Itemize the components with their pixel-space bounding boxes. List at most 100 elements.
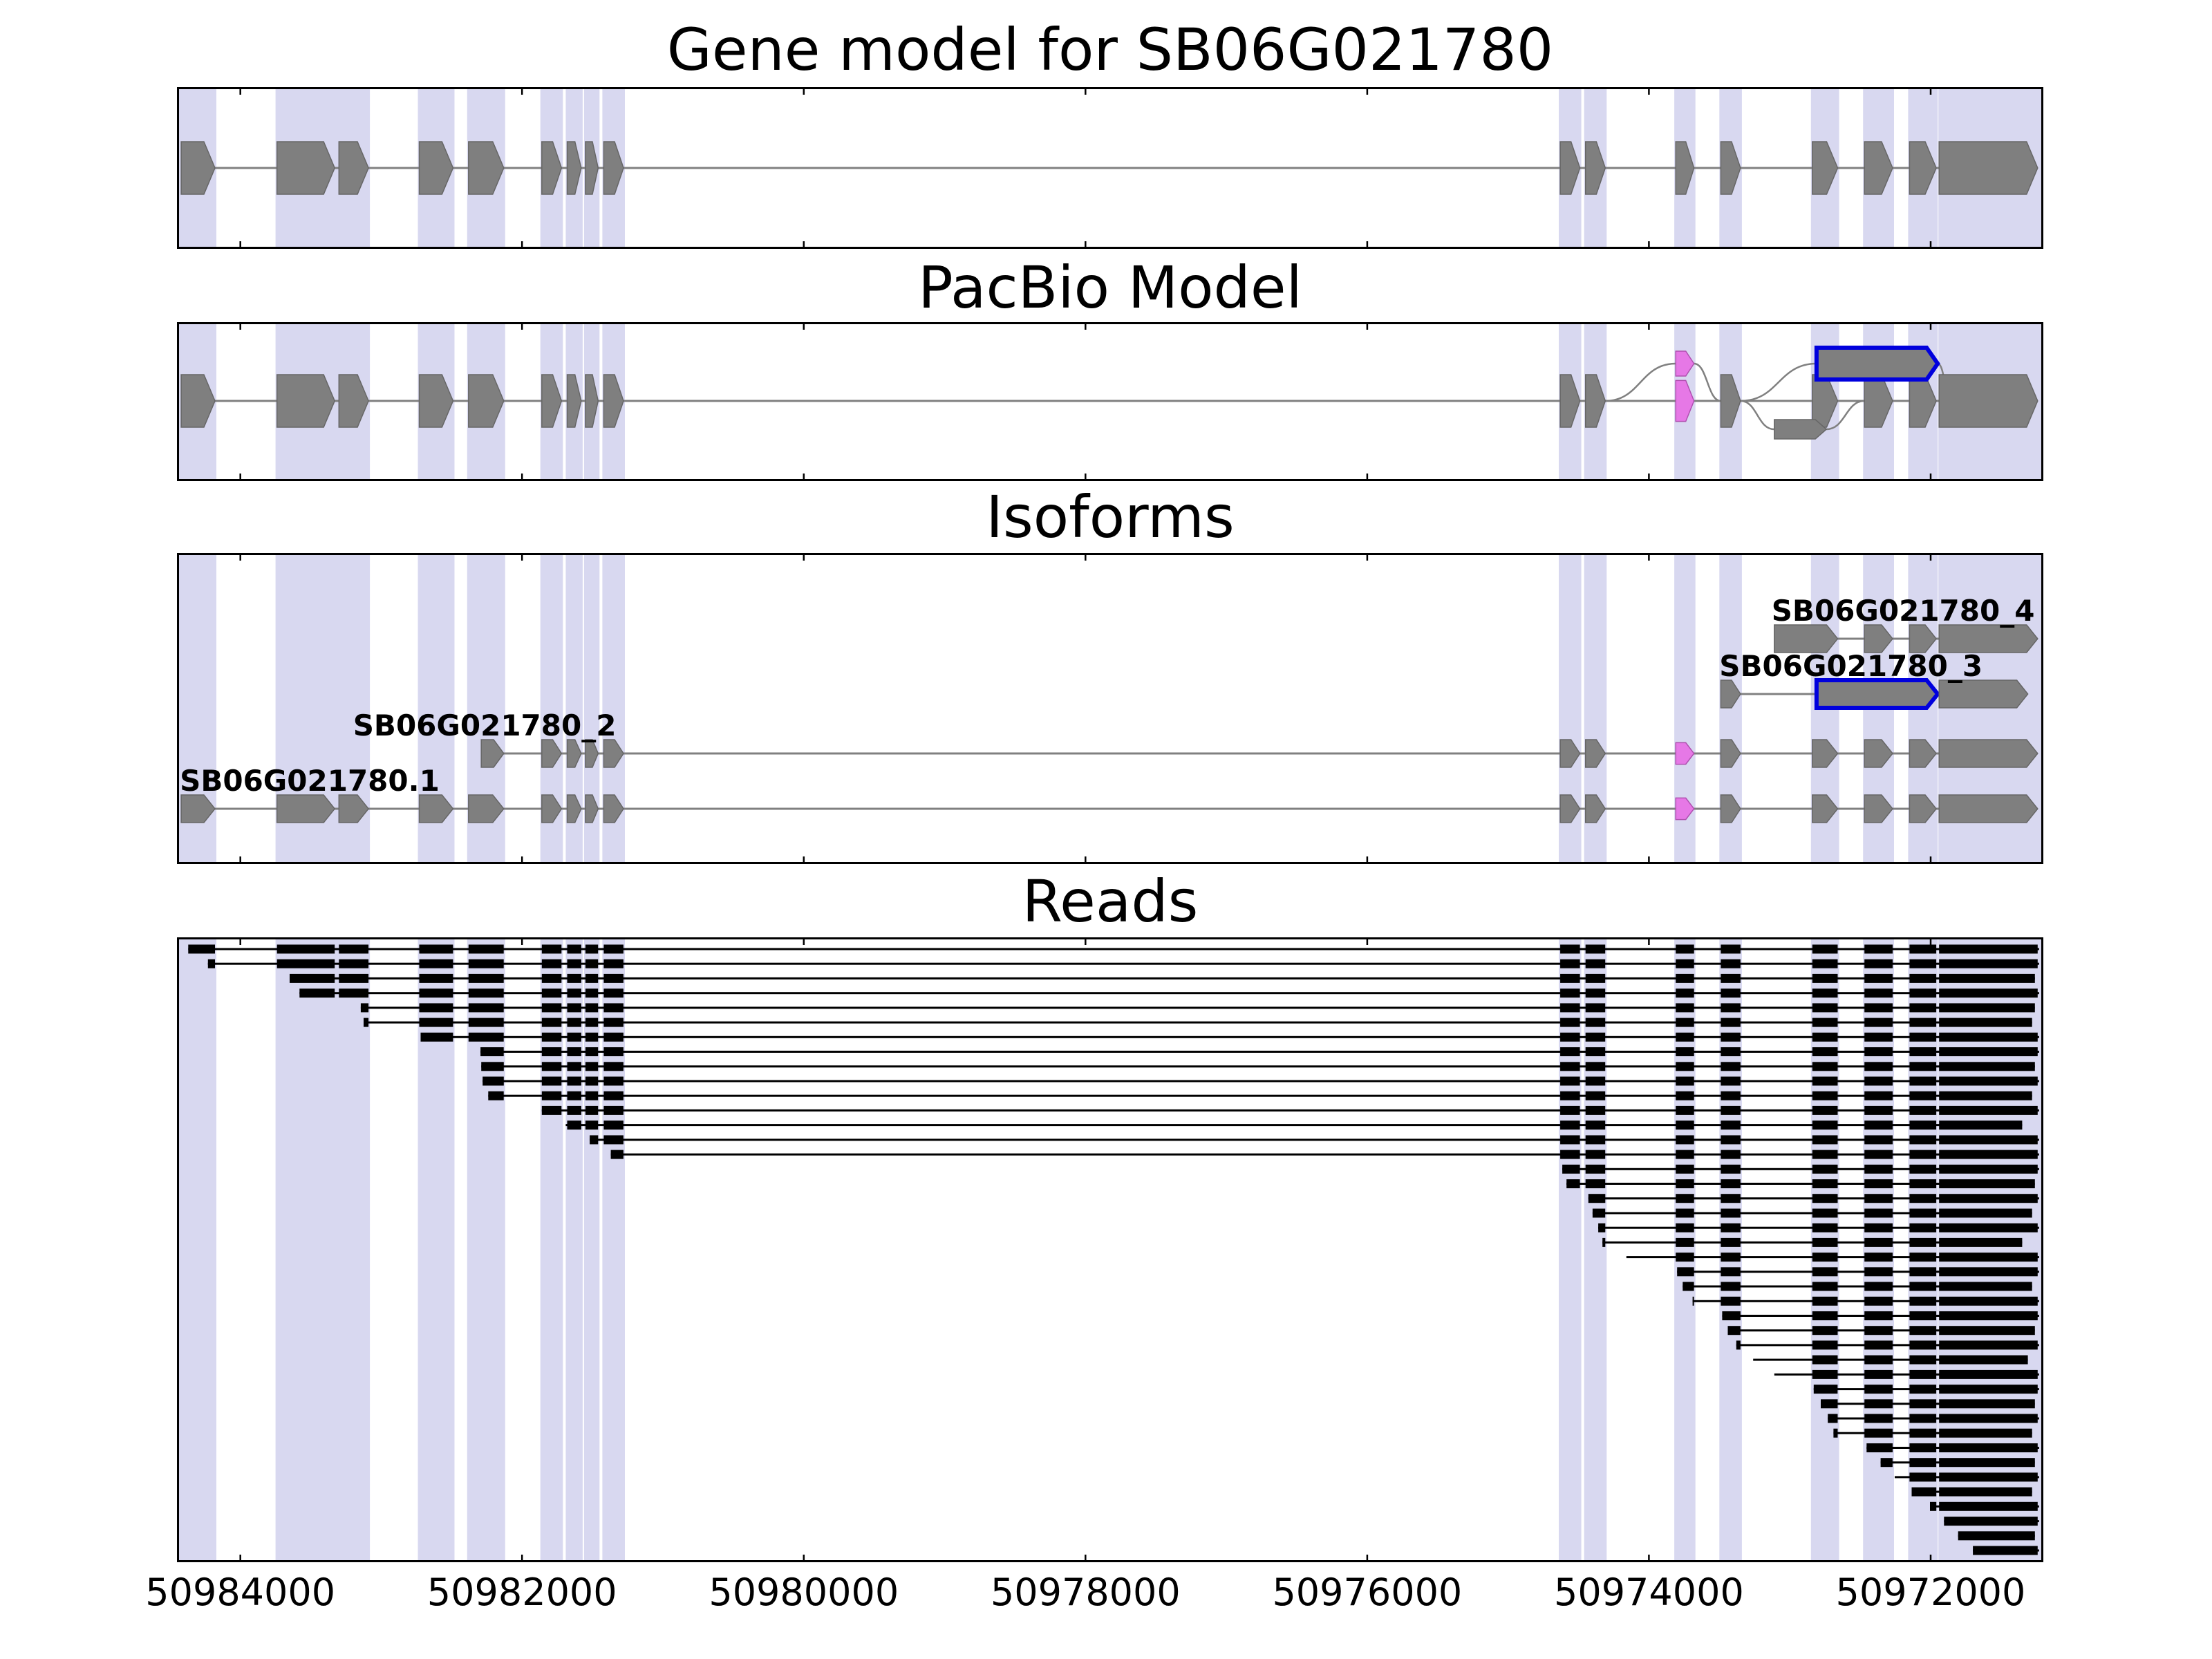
read-exon xyxy=(1864,1047,1893,1056)
x-axis-tick-label: 50974000 xyxy=(1553,1571,1744,1614)
read-exon xyxy=(1585,1091,1606,1100)
read-exon xyxy=(1909,1047,1937,1056)
read-exon xyxy=(1736,1340,1741,1350)
read-exon xyxy=(1676,1223,1694,1232)
read-exon xyxy=(603,1003,624,1013)
read-exon xyxy=(1812,1267,1838,1277)
pacbio-exon xyxy=(585,374,599,428)
read-exon xyxy=(1812,959,1838,968)
read-exon xyxy=(1560,1062,1580,1071)
read-exon xyxy=(1833,1428,1838,1438)
read-exon xyxy=(1560,1032,1580,1042)
read-exon xyxy=(1939,1208,2032,1218)
isoform-exon xyxy=(1864,739,1893,768)
read-exon xyxy=(1909,1311,1937,1320)
gene-exon xyxy=(566,141,582,195)
pacbio-exon xyxy=(180,374,216,428)
read-exon xyxy=(339,973,369,983)
read-exon xyxy=(1560,959,1580,968)
read-exon xyxy=(1813,1385,1838,1394)
read-exon xyxy=(1909,1428,1937,1438)
read-exon xyxy=(1721,1032,1741,1042)
isoform-exon xyxy=(1938,624,2038,653)
read-exon xyxy=(468,1018,504,1027)
read-exon xyxy=(1812,1326,1838,1335)
read-exon xyxy=(603,1076,624,1086)
read-exon xyxy=(1939,1135,2038,1145)
read-exon xyxy=(1864,1032,1893,1042)
gene-exon xyxy=(418,141,454,195)
read-exon xyxy=(1939,1267,2038,1277)
read-exon xyxy=(603,1062,624,1071)
splice-arc xyxy=(1740,362,1817,402)
read-exon xyxy=(468,1032,504,1042)
read-exon xyxy=(1864,1135,1893,1145)
read-exon xyxy=(1721,1237,1741,1247)
read-exon xyxy=(1721,1076,1741,1086)
read-exon xyxy=(567,1047,581,1056)
read-exon xyxy=(1939,1472,2038,1482)
gene-model-panel xyxy=(177,87,2043,249)
read-exon xyxy=(1864,1267,1893,1277)
read-exon xyxy=(1909,1414,1937,1423)
read-exon xyxy=(541,944,562,954)
read-exon xyxy=(1721,1135,1741,1145)
read-exon xyxy=(1588,1194,1606,1203)
isoform-label: SB06G021780_2 xyxy=(353,709,617,742)
isoform-exon xyxy=(1720,679,1741,709)
read-exon xyxy=(585,1032,599,1042)
isoform-exon xyxy=(1864,794,1893,823)
read-exon xyxy=(1585,959,1606,968)
highlight-region xyxy=(1863,937,1894,1562)
read-exon xyxy=(468,988,504,998)
read-exon xyxy=(1864,1150,1893,1159)
read-exon xyxy=(1909,1032,1937,1042)
read-exon xyxy=(1909,1062,1937,1071)
read-exon xyxy=(1909,1385,1937,1394)
read-exon xyxy=(1812,1369,1838,1379)
read-exon xyxy=(339,944,369,954)
read-exon xyxy=(567,944,581,954)
read-exon xyxy=(468,973,504,983)
read-exon xyxy=(1812,1194,1838,1203)
read-exon xyxy=(1939,959,2038,968)
read-exon xyxy=(1585,1164,1606,1174)
isoform-exon xyxy=(541,794,563,823)
read-exon xyxy=(1585,944,1606,954)
read-exon xyxy=(1864,1223,1893,1232)
read-exon xyxy=(1676,1047,1694,1056)
read-exon xyxy=(364,1018,369,1027)
read-exon xyxy=(585,1003,599,1013)
x-axis-tick-label: 50976000 xyxy=(1272,1571,1463,1614)
read-exon xyxy=(482,1076,504,1086)
read-exon xyxy=(360,1003,369,1013)
read-exon xyxy=(603,1091,624,1100)
read-exon xyxy=(1864,1385,1893,1394)
read-exon xyxy=(1676,988,1694,998)
pacbio-exon xyxy=(566,374,582,428)
read-exon xyxy=(481,1062,504,1071)
isoform-label: SB06G021780_4 xyxy=(1772,594,2035,628)
read-exon xyxy=(1721,1267,1741,1277)
read-exon xyxy=(603,973,624,983)
read-exon xyxy=(1939,973,2035,983)
read-exon xyxy=(419,973,453,983)
read-exon xyxy=(1821,1399,1838,1409)
read-exon xyxy=(1864,1311,1893,1320)
read-exon xyxy=(1812,973,1838,983)
read-line xyxy=(364,1021,2032,1024)
x-axis-tick-label: 50980000 xyxy=(709,1571,899,1614)
read-exon xyxy=(1909,1179,1937,1188)
read-exon xyxy=(1812,1223,1838,1232)
isoform-exon xyxy=(480,739,505,768)
read-line xyxy=(1683,1285,2032,1288)
read-exon xyxy=(1909,1003,1937,1013)
read-exon xyxy=(1676,1179,1694,1188)
read-exon xyxy=(1864,959,1893,968)
read-line xyxy=(1592,1212,2032,1215)
isoform-exon xyxy=(1812,739,1839,768)
read-exon xyxy=(1864,973,1893,983)
read-exon xyxy=(1676,1135,1694,1145)
read-exon xyxy=(541,1076,562,1086)
read-exon xyxy=(1676,1105,1694,1115)
